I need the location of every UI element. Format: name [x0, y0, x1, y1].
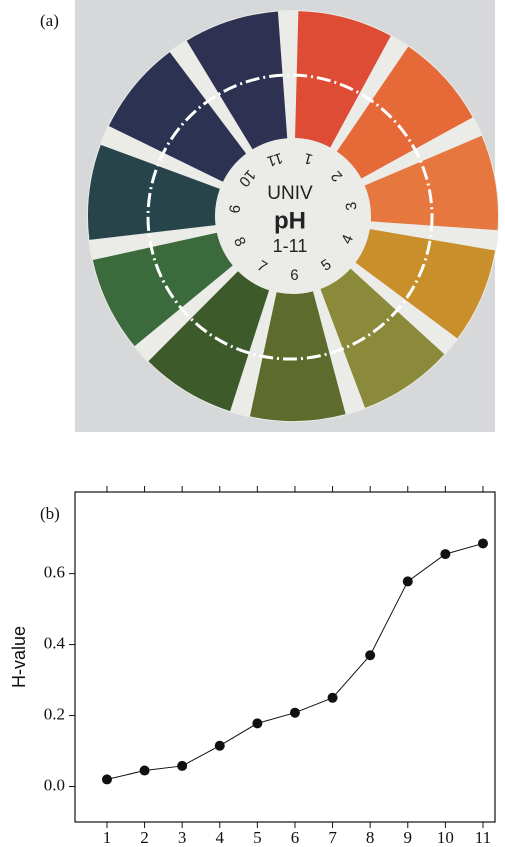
x-tick-label: 9 [404, 828, 413, 847]
panel-label: (b) [40, 504, 60, 523]
data-line [107, 543, 483, 779]
figure: 1234567891011UNIVpH1-11 (a) (b) H-value … [0, 0, 505, 847]
y-tick-label: 0.6 [44, 563, 65, 582]
wheel-text: UNIV [267, 183, 313, 204]
y-tick-label: 0.2 [44, 704, 65, 723]
data-point [177, 761, 187, 771]
wheel-text: pH [274, 207, 306, 234]
data-point [403, 576, 413, 586]
x-tick-label: 11 [475, 828, 491, 847]
data-point [290, 708, 300, 718]
data-point [478, 538, 488, 548]
plot: 1 2 3 4 5 6 7 8 9 10 11 0.0 0.2 0.4 0.6 [44, 486, 491, 847]
x-tick-label: 4 [216, 828, 225, 847]
data-point [365, 650, 375, 660]
wheel-number: 6 [290, 267, 299, 284]
data-point [102, 774, 112, 784]
y-axis-label: H-value [9, 626, 29, 688]
x-tick-label: 8 [366, 828, 375, 847]
data-point [440, 549, 450, 559]
x-tick-label: 3 [178, 828, 187, 847]
panel-label: (a) [40, 11, 59, 30]
y-tick-label: 0.0 [44, 775, 65, 794]
data-point [140, 766, 150, 776]
data-point [252, 718, 262, 728]
y-tick-label: 0.4 [44, 633, 66, 652]
page: {"panel_a": {"label": "(a)", "wheel_text… [0, 0, 505, 847]
x-tick-label: 5 [253, 828, 262, 847]
data-point [328, 693, 338, 703]
x-tick-label: 6 [291, 828, 300, 847]
x-tick-label: 10 [437, 828, 454, 847]
x-tick-label: 1 [103, 828, 112, 847]
x-tick-label: 7 [328, 828, 337, 847]
data-point [215, 741, 225, 751]
wheel-text: 1-11 [273, 236, 308, 256]
x-tick-label: 2 [140, 828, 149, 847]
